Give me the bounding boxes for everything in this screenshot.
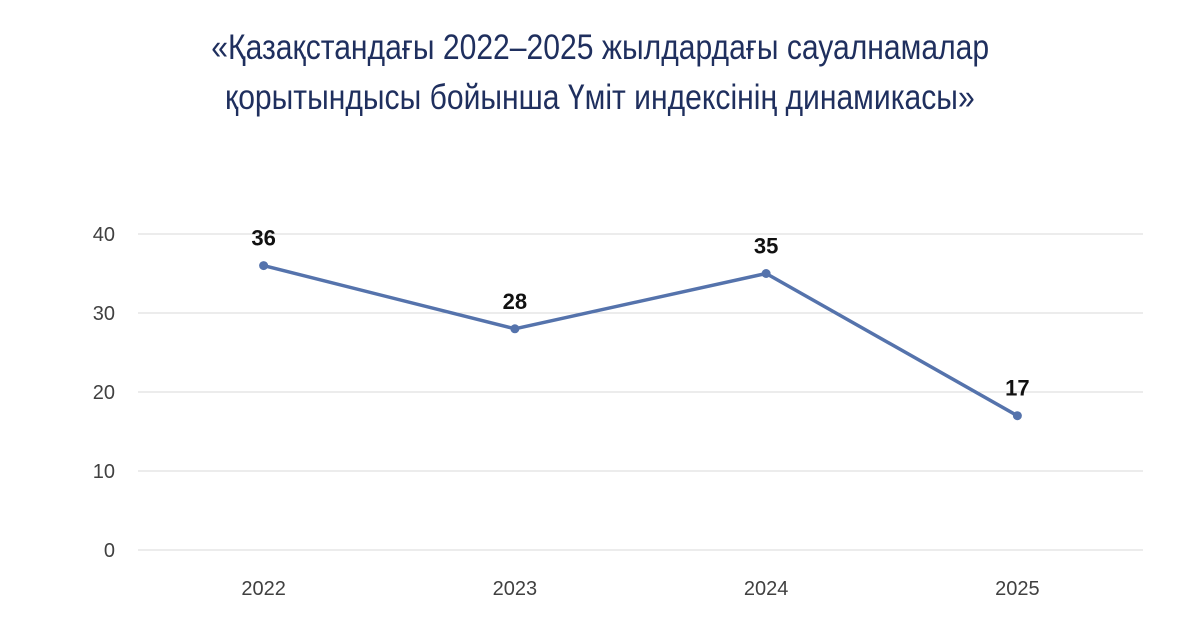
title-text-2: қорытындысы бойынша Үміт индексінің дина… xyxy=(225,78,975,117)
x-tick-label: 2022 xyxy=(241,578,286,600)
data-label: 28 xyxy=(503,289,527,314)
data-label: 17 xyxy=(1005,376,1029,401)
data-point xyxy=(510,324,520,334)
x-tick-label: 2023 xyxy=(493,578,538,600)
y-tick-label: 30 xyxy=(93,303,115,325)
data-label: 35 xyxy=(754,234,778,259)
series-line xyxy=(263,263,1019,418)
title-text-1: «Қазақстандағы 2022–2025 жылдардағы сауа… xyxy=(211,28,989,67)
chart-title-line-2: қорытындысы бойынша Үміт индексінің дина… xyxy=(0,78,1200,118)
y-tick-label: 0 xyxy=(104,540,115,562)
data-point xyxy=(1012,411,1022,421)
x-tick-label: 2024 xyxy=(744,578,789,600)
y-tick-label: 20 xyxy=(93,382,115,404)
data-point xyxy=(259,261,269,271)
data-point xyxy=(761,269,771,278)
data-label: 36 xyxy=(251,226,275,251)
y-tick-label: 40 xyxy=(93,224,115,246)
chart-title-line-1: «Қазақстандағы 2022–2025 жылдардағы сауа… xyxy=(0,28,1200,68)
y-tick-label: 10 xyxy=(93,461,115,483)
x-tick-label: 2025 xyxy=(995,578,1040,600)
